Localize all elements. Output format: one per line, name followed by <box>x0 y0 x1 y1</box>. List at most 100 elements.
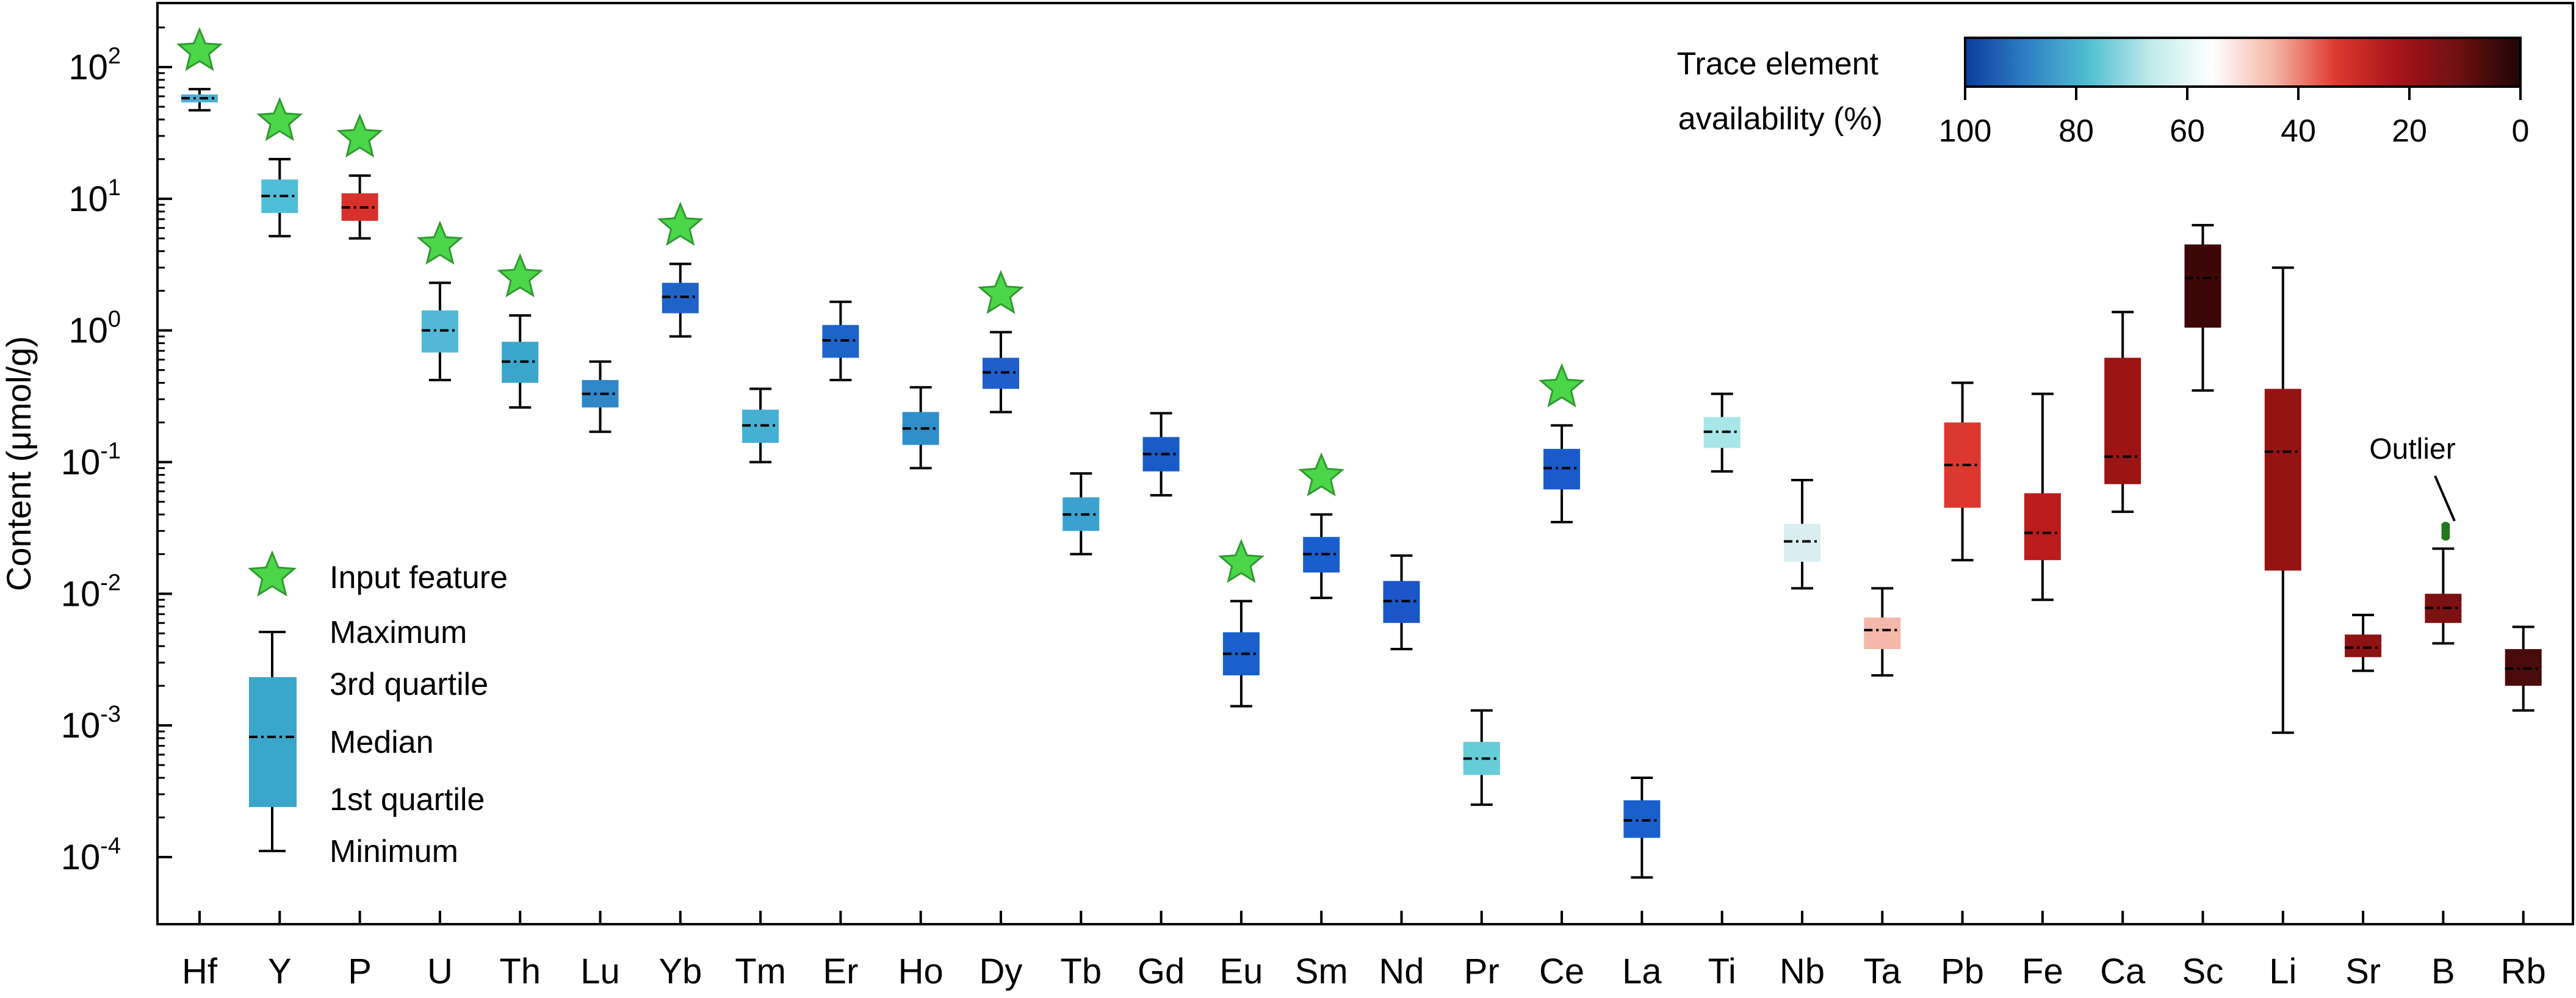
box-sm <box>1303 513 1340 600</box>
input-feature-star-icon <box>497 253 544 298</box>
input-feature-star-icon <box>1298 452 1345 497</box>
x-tick-label-ca: Ca <box>2100 952 2146 991</box>
box-b <box>2425 522 2462 645</box>
y-tick-label: 101 <box>68 175 121 219</box>
legend-q3: 3rd quartile <box>330 667 488 702</box>
x-tick-label-sc: Sc <box>2182 952 2224 991</box>
y-tick-label: 10-1 <box>61 439 121 483</box>
y-tick-label: 10-2 <box>61 570 121 614</box>
legend-star-icon <box>248 550 297 597</box>
colorbar-tick-label: 100 <box>1939 113 1992 149</box>
box-gd <box>1142 412 1180 497</box>
x-tick-label-ce: Ce <box>1539 952 1584 991</box>
input-feature-star-icon <box>1539 363 1586 407</box>
x-tick-label-sr: Sr <box>2345 952 2381 991</box>
box-fe <box>2024 392 2061 601</box>
x-tick-label-sm: Sm <box>1295 952 1348 991</box>
legend-maximum: Maximum <box>330 615 467 650</box>
y-axis-label: Content (μmol/g) <box>0 336 38 591</box>
colorbar-title-line1: Trace element <box>1677 46 1879 82</box>
box-li <box>2264 266 2301 734</box>
x-tick-label-y: Y <box>268 952 292 991</box>
box-ho <box>902 386 939 470</box>
input-feature-star-icon <box>176 27 223 71</box>
outlier-label: Outlier <box>2369 433 2455 465</box>
box-lu <box>582 360 619 433</box>
colorbar-tick-label: 20 <box>2392 113 2427 149</box>
input-feature-star-icon <box>657 201 704 246</box>
box-tb <box>1063 472 1100 556</box>
box-y <box>261 157 298 238</box>
box-nd <box>1383 554 1420 651</box>
x-tick-label-hf: Hf <box>182 952 218 991</box>
iqr-box <box>1784 523 1820 562</box>
x-tick-label-ti: Ti <box>1708 952 1736 991</box>
y-tick-label: 100 <box>68 307 121 351</box>
box-dy <box>983 331 1019 414</box>
x-tick-label-ta: Ta <box>1864 952 1902 991</box>
x-tick-label-b: B <box>2431 952 2455 991</box>
x-tick-label-la: La <box>1622 952 1662 991</box>
outlier-annotation: Outlier <box>2369 433 2456 522</box>
input-feature-star-icon <box>1218 539 1265 583</box>
x-tick-label-pb: Pb <box>1941 952 1984 991</box>
box-tm <box>742 387 779 464</box>
plot-frame <box>156 2 2574 925</box>
legend-median: Median <box>330 725 434 760</box>
x-tick-label-gd: Gd <box>1138 952 1185 991</box>
input-feature-star-icon <box>336 113 383 158</box>
legend-star-shape <box>248 550 297 597</box>
x-tick-label-ho: Ho <box>898 952 943 991</box>
legend-box <box>249 677 297 807</box>
x-tick-label-tb: Tb <box>1060 952 1102 991</box>
input-feature-star-icon <box>416 220 463 265</box>
x-tick-label-er: Er <box>823 952 858 991</box>
box-ca <box>2104 311 2141 513</box>
box-ce <box>1543 424 1581 523</box>
x-tick-label-p: P <box>348 952 372 991</box>
x-tick-label-th: Th <box>499 952 541 991</box>
box-nb <box>1784 478 1820 590</box>
y-axis: 102 101 100 10-1 10-2 10-3 10-4 <box>61 26 172 877</box>
input-feature-star-icon <box>978 270 1024 314</box>
iqr-box <box>2104 357 2141 484</box>
box-sc <box>2184 224 2221 392</box>
x-tick-label-u: U <box>427 952 453 991</box>
x-axis: Hf Y P U Th Lu Yb Tm Er Ho Dy Tb Gd Eu Sm Nd Pr Ce La Ti Nb T… <box>182 911 2546 991</box>
x-tick-label-li: Li <box>2269 952 2296 991</box>
colorbar-gradient <box>1964 37 2522 88</box>
legend-q1: 1st quartile <box>330 782 485 817</box>
box-pr <box>1463 709 1500 806</box>
box-ti <box>1703 392 1741 473</box>
box-sr <box>2345 614 2382 672</box>
y-tick-label: 10-3 <box>61 702 121 745</box>
box-pb <box>1944 381 1981 562</box>
x-tick-label-tm: Tm <box>735 952 786 991</box>
legend: Input feature Maximum 3rd quartile Media… <box>248 550 508 869</box>
y-tick-label: 10-4 <box>61 833 121 877</box>
colorbar-tick-label: 80 <box>2058 113 2094 149</box>
box-u <box>421 281 458 381</box>
box-rb <box>2505 625 2542 712</box>
input-feature-star-icon <box>256 96 303 142</box>
colorbar-ticks: 100 80 60 40 20 0 <box>1939 87 2530 149</box>
iqr-box <box>2024 493 2061 561</box>
legend-input-feature: Input feature <box>330 560 508 595</box>
outlier-pointer-line <box>2434 475 2456 522</box>
x-tick-label-nb: Nb <box>1780 952 1825 991</box>
x-tick-label-eu: Eu <box>1219 952 1263 991</box>
box-th <box>502 314 539 409</box>
colorbar-title-line2: availability (%) <box>1678 101 1883 137</box>
colorbar-tick-label: 40 <box>2281 113 2316 149</box>
colorbar: Trace element availability (%) 100 80 60 40… <box>1677 37 2530 149</box>
x-tick-label-lu: Lu <box>580 952 620 991</box>
box-er <box>822 300 859 381</box>
colorbar-tick-label: 60 <box>2170 113 2205 149</box>
colorbar-tick-label: 0 <box>2512 113 2530 149</box>
x-tick-label-dy: Dy <box>980 952 1023 991</box>
iqr-box <box>1864 617 1901 650</box>
x-tick-label-rb: Rb <box>2501 952 2546 991</box>
input-feature-markers <box>176 27 1586 583</box>
boxes-layer <box>181 88 2542 879</box>
x-tick-label-nd: Nd <box>1379 952 1424 991</box>
